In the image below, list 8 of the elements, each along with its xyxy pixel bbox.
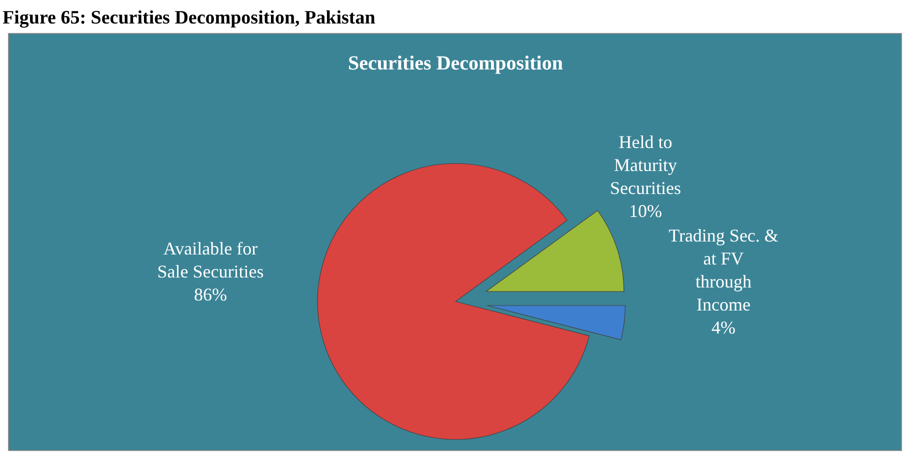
- data-label: 4%: [712, 318, 736, 338]
- chart-subtitle: Securities Decomposition: [348, 52, 563, 74]
- data-label: 86%: [194, 284, 228, 304]
- chart-title: Figure 65: Securities Decomposition, Pakistan: [2, 8, 376, 28]
- slice-label: Trading Sec. & at FV through Income: [668, 226, 778, 314]
- slice-label: Available for Sale Securities: [157, 238, 264, 282]
- slice-label: Held to Maturity Securities: [610, 132, 681, 198]
- data-label: 10%: [629, 201, 662, 221]
